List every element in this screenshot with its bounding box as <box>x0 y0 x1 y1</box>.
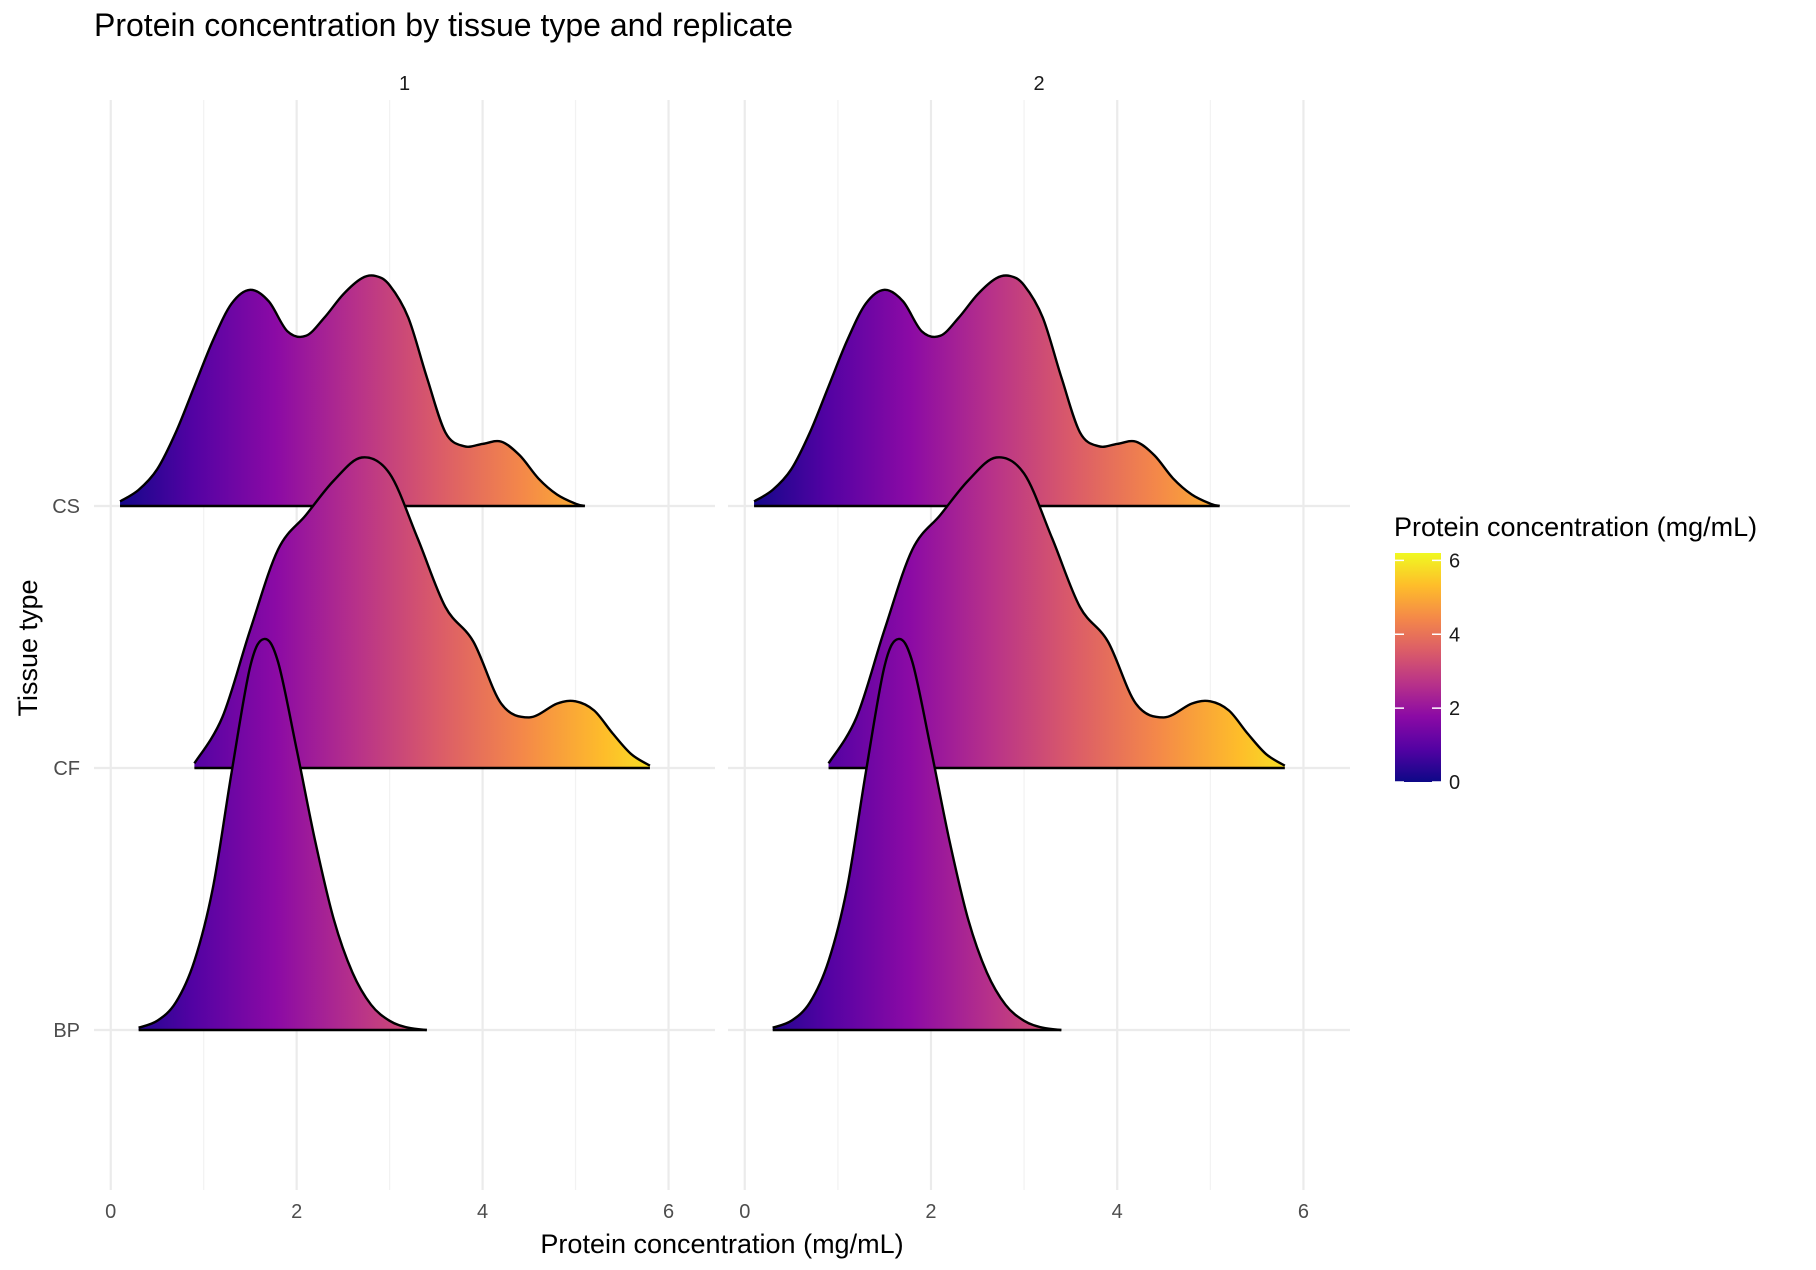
ridge-area-CF <box>828 457 1285 768</box>
ridge-area-CS <box>754 275 1220 506</box>
y-tick-label: BP <box>53 1020 80 1042</box>
ridge-outline-CF <box>827 456 1286 767</box>
ridge-outline-BP <box>138 637 427 1032</box>
legend-tick-label: 0 <box>1449 772 1460 794</box>
ridge-outline-CF <box>193 456 651 767</box>
x-tick-label: 6 <box>663 1201 674 1223</box>
y-tick-label: CF <box>53 758 80 780</box>
y-tick-label: CS <box>52 496 80 518</box>
x-tick-label: 4 <box>1112 1201 1123 1223</box>
x-tick-label: 0 <box>739 1201 750 1223</box>
color-legend: Protein concentration (mg/mL) 0 2 4 6 <box>1394 512 1757 794</box>
legend-tick-label: 4 <box>1449 624 1460 646</box>
legend-tick-label: 6 <box>1449 550 1460 572</box>
ridge-outline-CS <box>119 274 586 508</box>
x-axis-title: Protein concentration (mg/mL) <box>540 1229 903 1259</box>
x-tick-label: 6 <box>1298 1201 1309 1223</box>
legend-title: Protein concentration (mg/mL) <box>1394 512 1757 542</box>
facet-panel-1: 0 2 4 6 1 <box>94 73 715 1223</box>
legend-colorbar <box>1395 553 1441 782</box>
facet-strip-label: 1 <box>399 73 410 95</box>
ridge-outline-CS <box>753 274 1220 508</box>
x-tick-label: 2 <box>925 1201 936 1223</box>
legend-tick-label: 2 <box>1449 698 1460 720</box>
ridge-area-BP <box>772 638 1062 1030</box>
y-axis-title: Tissue type <box>13 579 43 716</box>
chart-title: Protein concentration by tissue type and… <box>94 7 793 43</box>
ridge-area-CS <box>120 275 585 506</box>
ridge-area-BP <box>138 638 427 1030</box>
facet-strip-label: 2 <box>1033 73 1044 95</box>
ridge-outline-BP <box>772 637 1062 1032</box>
ridge-area-CF <box>194 457 650 768</box>
facet-panel-2: 0 2 4 6 2 <box>728 73 1350 1223</box>
x-tick-label: 0 <box>105 1201 116 1223</box>
x-tick-label: 4 <box>477 1201 488 1223</box>
x-tick-label: 2 <box>291 1201 302 1223</box>
